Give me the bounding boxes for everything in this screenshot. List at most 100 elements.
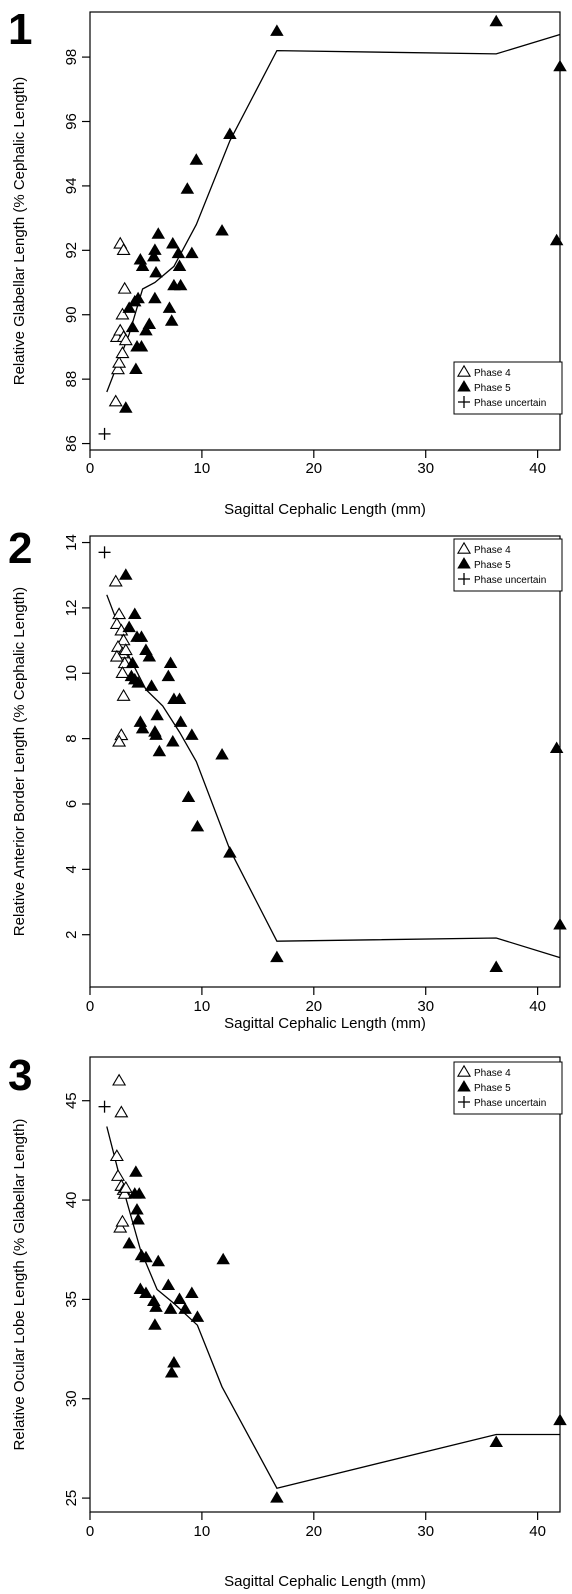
legend-label: Phase uncertain — [474, 575, 546, 586]
data-point-open-triangle — [118, 1180, 133, 1193]
data-point-filled-triangle — [489, 1435, 503, 1448]
data-point-filled-triangle — [119, 568, 133, 580]
data-point-filled-triangle — [163, 1302, 178, 1314]
data-point-filled-triangle — [223, 127, 237, 139]
data-point-open-triangle — [109, 649, 124, 662]
data-point-open-triangle — [112, 607, 127, 620]
data-point-filled-triangle — [122, 620, 136, 633]
y-axis-label: Relative Glabellar Length (% Cephalic Le… — [11, 77, 28, 386]
data-point-filled-triangle — [147, 249, 161, 262]
data-point-open-triangle — [118, 333, 133, 346]
data-point-filled-triangle — [151, 1254, 166, 1267]
data-point-filled-triangle — [185, 728, 199, 740]
data-point-filled-triangle — [132, 1187, 146, 1199]
data-point-filled-triangle — [133, 253, 148, 265]
data-point-filled-triangle — [178, 1302, 192, 1314]
data-point-open-triangle — [110, 1168, 125, 1181]
x-tick-label: 0 — [86, 998, 94, 1015]
data-point-filled-triangle — [553, 917, 567, 930]
y-tick-label: 12 — [63, 600, 80, 617]
data-point-filled-triangle — [151, 227, 166, 239]
data-point-open-triangle — [115, 307, 130, 320]
legend-box — [453, 361, 563, 415]
trend-line — [106, 594, 561, 959]
x-tick-label: 20 — [305, 998, 322, 1015]
data-point-filled-triangle — [489, 960, 503, 972]
data-point-open-triangle — [116, 633, 131, 646]
y-tick-label: 86 — [63, 435, 80, 452]
data-point-filled-triangle — [131, 1212, 145, 1225]
y-tick-label: 4 — [63, 865, 80, 873]
data-point-open-triangle — [113, 1220, 128, 1233]
legend-marker-plus — [458, 1096, 470, 1108]
y-tick-label: 14 — [63, 534, 80, 551]
y-axis-label: Relative Ocular Lobe Length (% Glabellar… — [11, 1119, 28, 1451]
data-point-plus — [98, 546, 111, 559]
x-tick-label: 40 — [529, 1523, 546, 1540]
data-point-filled-triangle — [189, 153, 204, 165]
legend: Phase 4 Phase 5 Phase uncertain — [453, 361, 563, 415]
legend-label: Phase uncertain — [474, 398, 546, 409]
data-point-filled-triangle — [166, 236, 180, 249]
data-point-filled-triangle — [161, 1278, 176, 1291]
chart-3: 0 10 20 30 40 25 30 35 40 45 Sagittal Cephalic Len… — [8, 1051, 567, 1590]
data-point-filled-triangle — [549, 233, 564, 246]
data-point-filled-triangle — [172, 259, 187, 271]
trend-line — [106, 1126, 560, 1489]
data-point-open-triangle — [115, 1214, 130, 1227]
legend-label: Phase 4 — [474, 545, 511, 556]
data-point-filled-triangle — [172, 692, 187, 704]
plot-frame — [89, 11, 561, 451]
x-axis-label: Sagittal Cephalic Length (mm) — [224, 1015, 426, 1032]
data-point-open-triangle — [117, 281, 132, 294]
legend-marker-filled-triangle — [457, 1080, 471, 1092]
data-point-filled-triangle — [164, 314, 179, 326]
legend-label: Phase uncertain — [474, 1098, 546, 1109]
data-point-filled-triangle — [489, 14, 503, 27]
x-axis-label: Sagittal Cephalic Length (mm) — [224, 501, 426, 518]
data-point-filled-triangle — [125, 320, 140, 333]
data-point-filled-triangle — [553, 59, 567, 72]
legend-marker-open-triangle — [456, 364, 472, 377]
data-point-filled-triangle — [148, 291, 162, 304]
data-point-filled-triangle — [215, 748, 229, 760]
y-tick-label: 30 — [63, 1390, 80, 1407]
x-tick-label: 20 — [305, 460, 322, 477]
data-point-open-triangle — [115, 666, 130, 678]
legend-marker-filled-triangle — [457, 557, 471, 569]
data-point-filled-triangle — [149, 265, 163, 278]
data-point-filled-triangle — [122, 301, 136, 313]
data-point-filled-triangle — [128, 607, 142, 619]
x-tick-label: 10 — [194, 1523, 211, 1540]
data-point-open-triangle — [108, 394, 123, 407]
data-point-filled-triangle — [149, 728, 163, 740]
data-point-filled-triangle — [125, 656, 140, 669]
legend-label: Phase 5 — [474, 560, 511, 571]
data-point-open-triangle — [115, 346, 130, 359]
legend-box — [453, 538, 563, 592]
chart-panel-2: 0 10 20 30 40 2 4 6 8 10 12 14 Sagittal Cephalic Len… — [0, 524, 572, 1050]
x-tick-label: 40 — [529, 998, 546, 1015]
data-point-filled-triangle — [215, 224, 229, 236]
data-point-filled-triangle — [129, 362, 143, 375]
data-point-filled-triangle — [167, 1356, 181, 1368]
y-axis-label: Relative Anterior Border Length (% Cepha… — [11, 587, 28, 936]
data-point-filled-triangle — [148, 243, 162, 255]
data-point-filled-triangle — [166, 734, 180, 747]
legend-label: Phase 4 — [474, 1068, 511, 1079]
data-point-filled-triangle — [164, 1365, 179, 1378]
legend: Phase 4 Phase 5 Phase uncertain — [453, 538, 563, 592]
y-tick-label: 96 — [63, 113, 80, 130]
data-point-filled-triangle — [190, 819, 205, 832]
data-point-filled-triangle — [139, 323, 153, 336]
data-point-filled-triangle — [270, 1491, 284, 1503]
y-tick-label: 94 — [63, 178, 80, 195]
data-point-filled-triangle — [190, 1310, 205, 1322]
x-tick-label: 30 — [417, 1523, 434, 1540]
data-point-filled-triangle — [150, 708, 164, 721]
data-point-filled-triangle — [134, 340, 149, 352]
data-point-filled-triangle — [162, 301, 177, 313]
data-point-filled-triangle — [139, 1250, 153, 1263]
legend-marker-open-triangle — [456, 1064, 472, 1077]
legend-marker-filled-triangle — [457, 380, 471, 392]
